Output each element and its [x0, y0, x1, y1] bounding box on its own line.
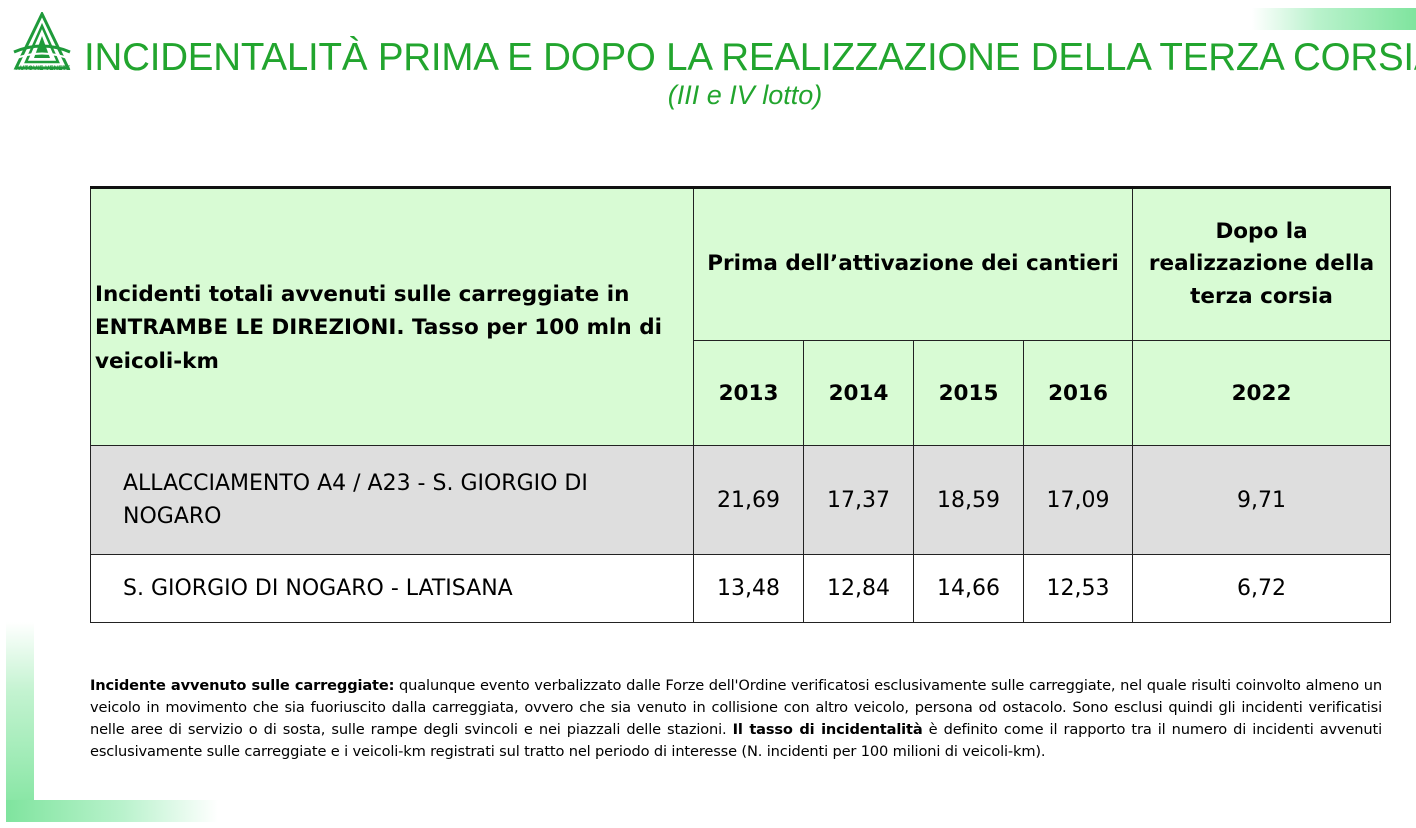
- rate-value: 14,66: [913, 554, 1024, 623]
- rate-value: 17,37: [803, 445, 914, 555]
- year-header-2022: 2022: [1132, 340, 1392, 446]
- year-header-2015: 2015: [913, 340, 1024, 446]
- table-corner-cell: Incidenti totali avvenuti sulle carreggi…: [90, 186, 694, 446]
- note-text-incident: qualunque evento verbalizzato dalle Forz…: [90, 677, 1382, 738]
- page-subtitle: (III e IV lotto): [667, 80, 823, 110]
- rate-value: 9,71: [1132, 445, 1392, 555]
- year-header-2013: 2013: [693, 340, 804, 446]
- rate-value: 13,48: [693, 554, 804, 623]
- logo-text: AUTOVIE VENETE: [15, 66, 71, 72]
- header-group-after-label: Dopo la realizzazione della terza corsia: [1148, 219, 1375, 309]
- rate-value: 12,84: [803, 554, 914, 623]
- rate-value: 12,53: [1022, 554, 1134, 623]
- header-group-before: Prima dell’attivazione dei cantieri: [692, 186, 1134, 341]
- rate-value: 17,09: [1022, 445, 1134, 555]
- table-corner-label: Incidenti totali avvenuti sulle carreggi…: [95, 282, 662, 374]
- route-name: S. GIORGIO DI NOGARO - LATISANA: [90, 554, 694, 623]
- year-header-2016: 2016: [1022, 340, 1134, 446]
- note-term-incident: Incidente avvenuto sulle carreggiate:: [90, 677, 395, 694]
- table-header-row: Incidenti totali avvenuti sulle carreggi…: [90, 186, 1392, 446]
- rate-value: 6,72: [1132, 554, 1392, 623]
- decorative-gradient-bar-left: [6, 622, 34, 822]
- note-text-rate: è definito come il rapporto tra il numer…: [90, 721, 1382, 760]
- table-row: ALLACCIAMENTO A4 / A23 - S. GIORGIO DI N…: [90, 445, 1392, 555]
- table-year-row: 2013 2014 2015 2016 2022: [91, 340, 1392, 446]
- autovie-venete-logo-icon: [13, 12, 71, 70]
- header-group-after: Dopo la realizzazione della terza corsia: [1132, 186, 1392, 341]
- decorative-gradient-bar-bottom: [6, 800, 218, 822]
- page-title: INCIDENTALITÀ PRIMA E DOPO LA REALIZZAZI…: [84, 36, 1416, 79]
- table-row: S. GIORGIO DI NOGARO - LATISANA 13,48 12…: [90, 554, 1392, 623]
- header-group-before-label: Prima dell’attivazione dei cantieri: [707, 251, 1119, 277]
- decorative-gradient-bar-top-right: [1252, 8, 1416, 30]
- rate-value: 18,59: [913, 445, 1024, 555]
- route-name: ALLACCIAMENTO A4 / A23 - S. GIORGIO DI N…: [90, 445, 694, 555]
- note-term-rate: Il tasso di incidentalità: [732, 721, 923, 738]
- year-header-2014: 2014: [803, 340, 914, 446]
- accident-rate-table: Incidenti totali avvenuti sulle carreggi…: [90, 186, 1392, 623]
- rate-value: 21,69: [693, 445, 804, 555]
- definition-note: Incidente avvenuto sulle carreggiate: qu…: [90, 675, 1382, 763]
